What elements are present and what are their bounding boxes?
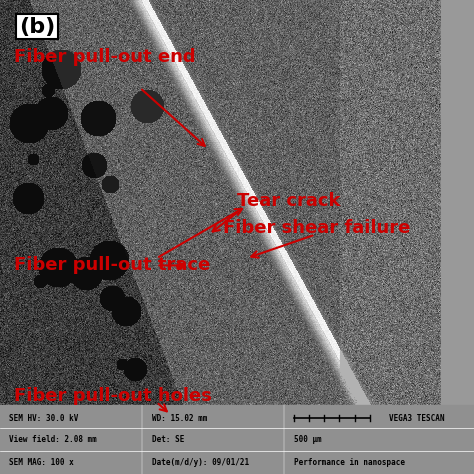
- Text: Fiber pull-out trace: Fiber pull-out trace: [14, 256, 210, 274]
- Text: 500 μm: 500 μm: [294, 436, 322, 444]
- Text: (b): (b): [19, 17, 55, 36]
- Bar: [441, 0, 474, 405]
- Text: WD: 15.02 mm: WD: 15.02 mm: [152, 414, 207, 422]
- Text: VEGA3 TESCAN: VEGA3 TESCAN: [389, 414, 444, 422]
- Text: Tear crack: Tear crack: [237, 192, 340, 210]
- Text: Fiber shear failure: Fiber shear failure: [223, 219, 410, 237]
- Text: Det: SE: Det: SE: [152, 436, 184, 444]
- Text: SEM HV: 30.0 kV: SEM HV: 30.0 kV: [9, 414, 79, 422]
- Text: SEM MAG: 100 x: SEM MAG: 100 x: [9, 458, 74, 467]
- Text: Performance in nanospace: Performance in nanospace: [294, 458, 405, 467]
- Text: Date(m/d/y): 09/01/21: Date(m/d/y): 09/01/21: [152, 458, 249, 467]
- Text: Fiber pull-out end: Fiber pull-out end: [14, 48, 196, 66]
- Text: Fiber pull-out holes: Fiber pull-out holes: [14, 387, 212, 405]
- Text: View field: 2.08 mm: View field: 2.08 mm: [9, 436, 97, 444]
- Bar: [0, 405, 474, 474]
